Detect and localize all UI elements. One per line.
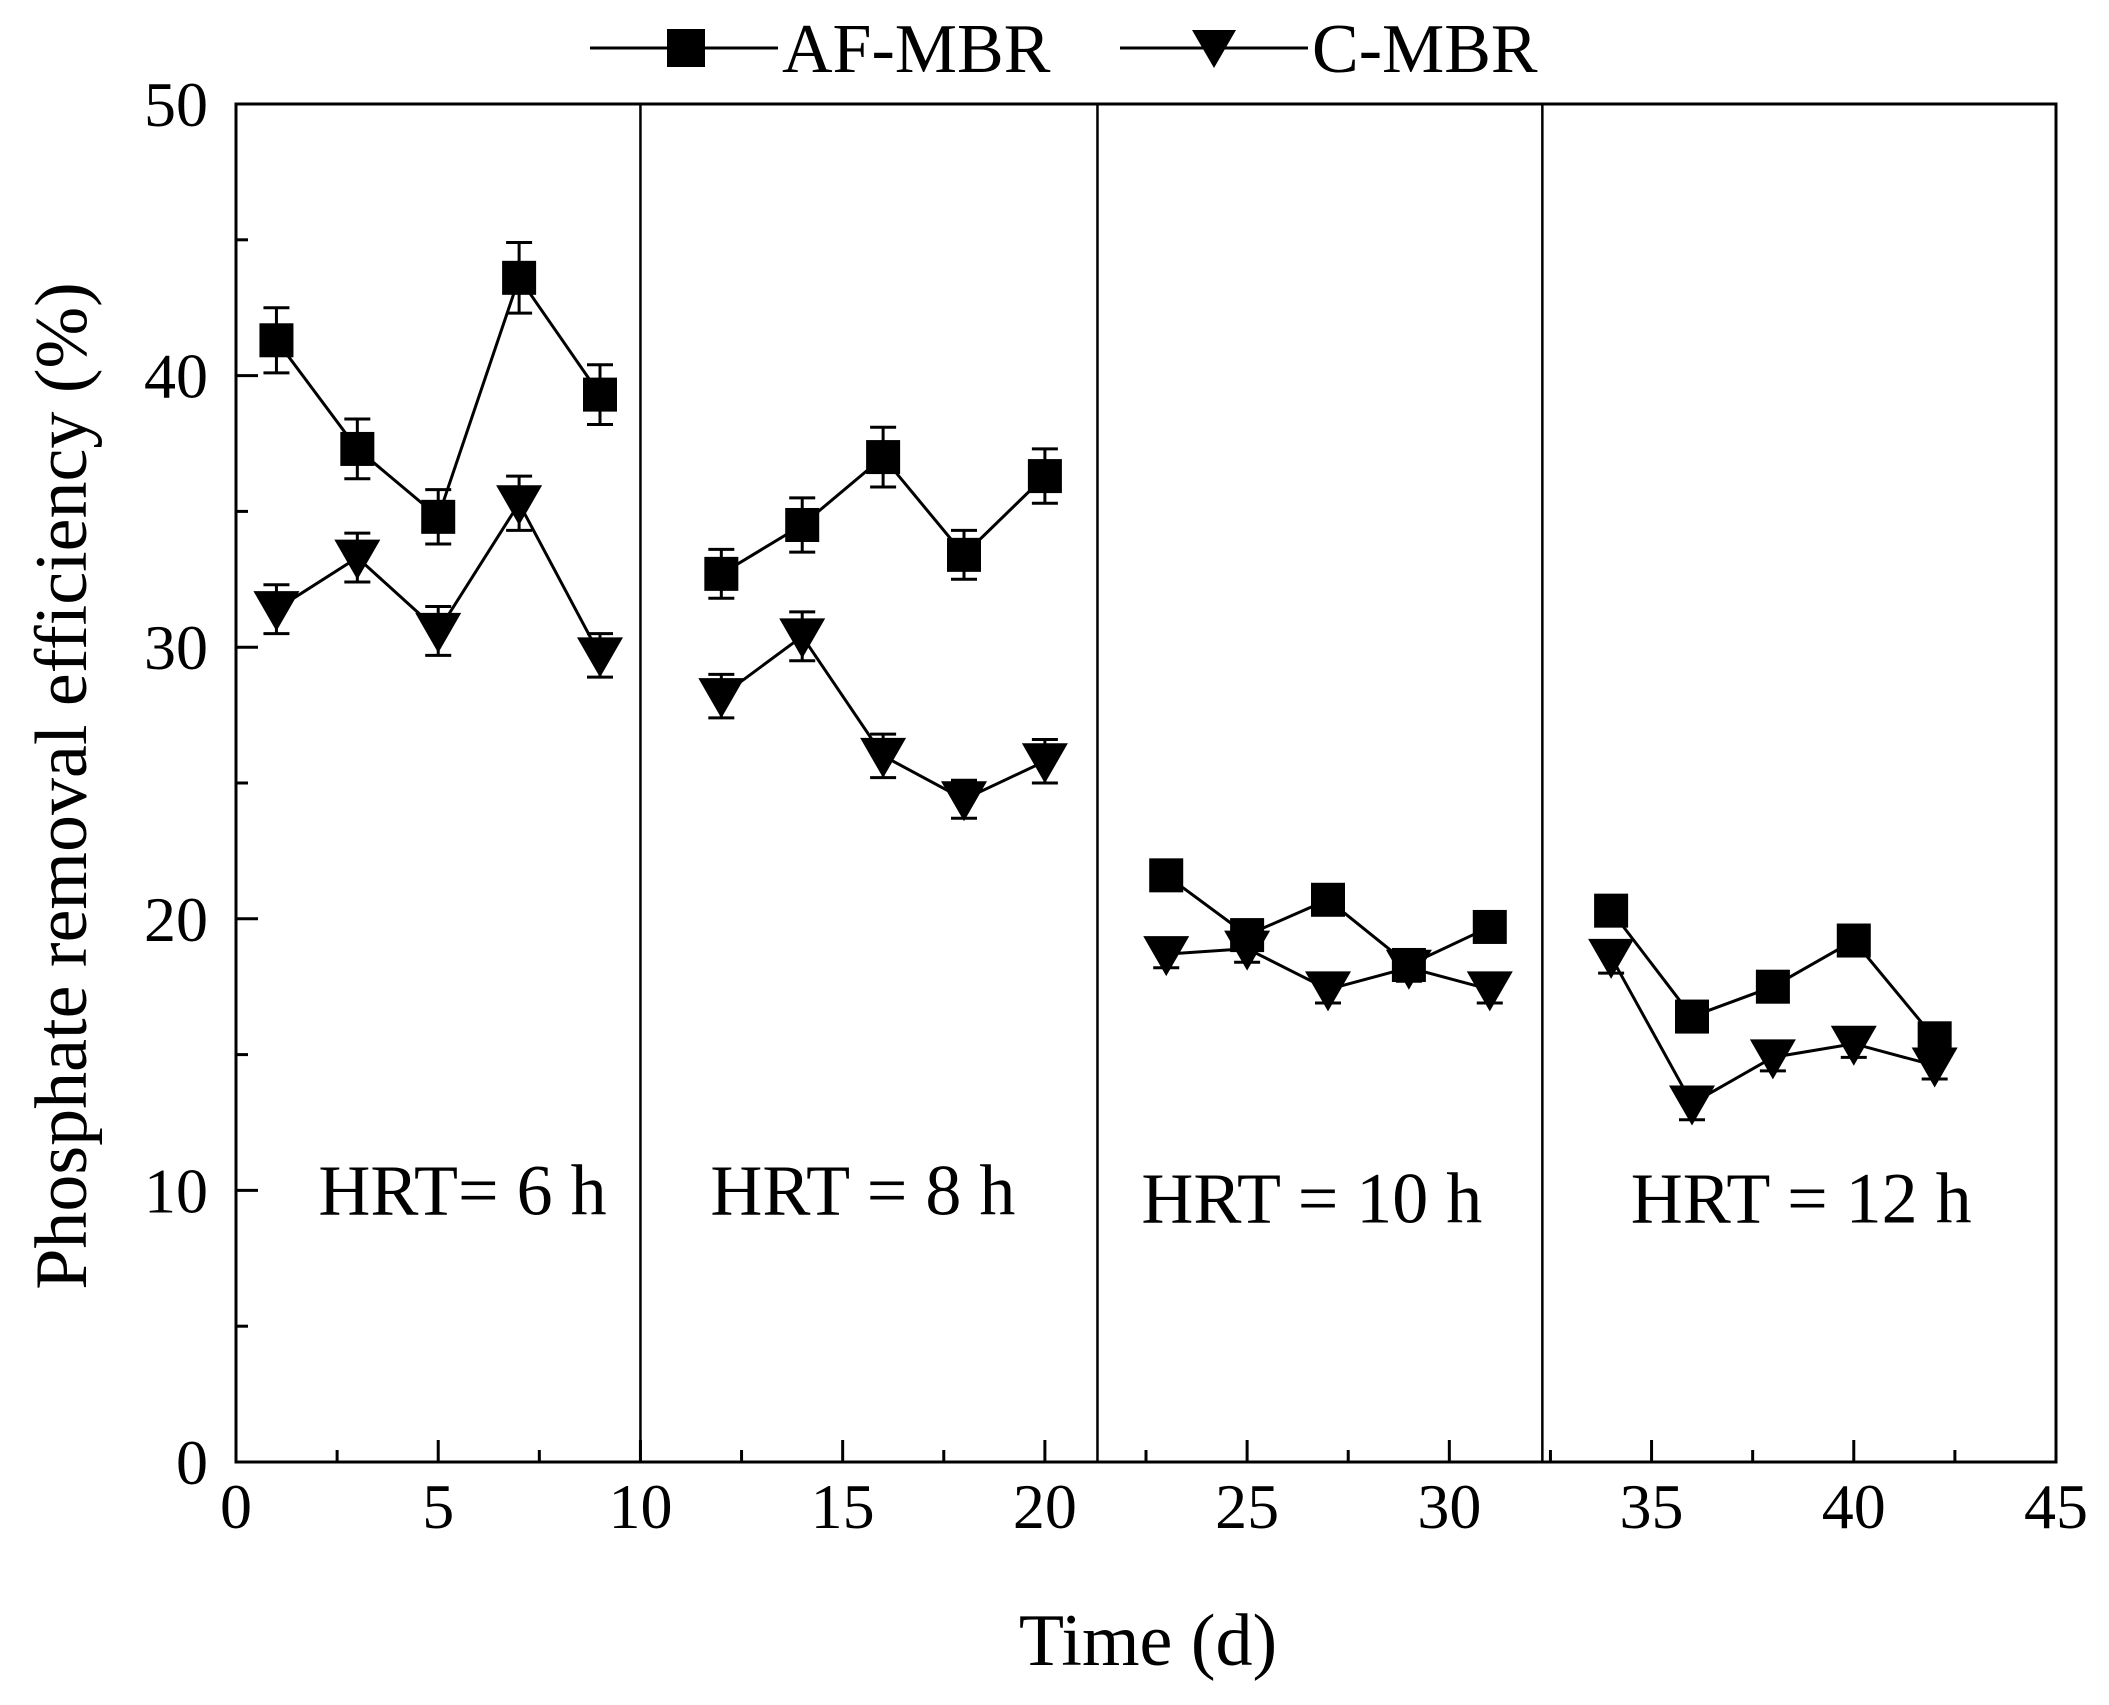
legend-marker-af-mbr (667, 29, 705, 67)
x-axis-title: Time (d) (1019, 1600, 1277, 1682)
text-layer: Time (d) Phosphate removal efficiency (%… (21, 69, 2088, 1682)
phase-label-1: HRT= 6 h (318, 1150, 606, 1230)
data-point-c-mbr-x20 (1021, 743, 1068, 784)
legend-label-af-mbr: AF-MBR (782, 11, 1051, 88)
data-point-c-mbr-x42 (1911, 1047, 1958, 1088)
x-tick-label-0: 0 (220, 1471, 252, 1542)
x-tick-label-40: 40 (1822, 1471, 1886, 1542)
x-tick-label-5: 5 (422, 1471, 454, 1542)
data-point-af-mbr-x1 (259, 323, 294, 358)
data-point-af-mbr-x36 (1675, 999, 1709, 1034)
data-point-c-mbr-x18 (941, 781, 987, 822)
y-tick-label-40: 40 (144, 341, 208, 412)
y-tick-label-50: 50 (144, 69, 208, 140)
plot-border (234, 102, 2058, 1464)
phase-dividers (639, 104, 1544, 1462)
x-tick-label-30: 30 (1417, 1471, 1481, 1542)
legend-label-c-mbr: C-MBR (1312, 11, 1538, 88)
data-point-af-mbr-x31 (1472, 909, 1507, 944)
data-point-af-mbr-x12 (704, 556, 739, 591)
plot-frame (234, 102, 2058, 1464)
x-tick-label-35: 35 (1620, 1471, 1684, 1542)
series-layer (253, 241, 1958, 1126)
y-axis-title: Phosphate removal efficiency (%) (21, 282, 103, 1290)
x-tick-label-15: 15 (811, 1471, 875, 1542)
data-point-c-mbr-x5 (415, 612, 462, 653)
data-point-af-mbr-x20 (1027, 459, 1062, 494)
y-tick-label-0: 0 (176, 1427, 208, 1498)
data-point-c-mbr-x36 (1669, 1085, 1715, 1126)
x-tick-label-20: 20 (1013, 1471, 1077, 1542)
data-point-af-mbr-x14 (785, 507, 820, 542)
data-point-af-mbr-x27 (1311, 882, 1345, 917)
legend: AF-MBR C-MBR (590, 11, 1538, 88)
y-tick-label-20: 20 (144, 884, 208, 955)
data-point-c-mbr-x9 (577, 637, 623, 678)
data-point-af-mbr-x23 (1149, 858, 1184, 893)
data-point-af-mbr-x9 (583, 377, 617, 412)
data-point-af-mbr-x38 (1755, 969, 1790, 1004)
y-tick-label-10: 10 (144, 1155, 208, 1226)
legend-marker-c-mbr (1192, 30, 1236, 68)
data-point-c-mbr-x12 (698, 678, 745, 719)
data-point-c-mbr-x23 (1143, 936, 1190, 977)
series-af-mbr (259, 241, 1952, 1056)
data-point-af-mbr-x3 (340, 431, 375, 466)
x-tick-label-10: 10 (608, 1471, 672, 1542)
data-point-c-mbr-x25 (1224, 930, 1271, 971)
data-point-c-mbr-x14 (779, 618, 826, 659)
data-point-c-mbr-x1 (253, 591, 300, 632)
data-point-c-mbr-x27 (1305, 971, 1351, 1012)
data-point-af-mbr-x7 (502, 260, 537, 295)
phase-label-4: HRT = 12 h (1631, 1159, 1972, 1239)
data-point-c-mbr-x31 (1466, 971, 1513, 1012)
data-point-c-mbr-x40 (1830, 1025, 1877, 1066)
data-point-c-mbr-x29 (1385, 949, 1432, 990)
series-c-mbr (253, 474, 1958, 1126)
data-point-c-mbr-x16 (860, 737, 907, 778)
data-point-af-mbr-x5 (421, 499, 456, 534)
series-line-af-mbr-phase-1 (275, 274, 602, 520)
data-point-af-mbr-x40 (1836, 923, 1871, 958)
data-point-c-mbr-x3 (334, 539, 381, 580)
data-point-c-mbr-x7 (496, 485, 543, 526)
data-point-af-mbr-x16 (866, 440, 901, 475)
data-point-c-mbr-x38 (1749, 1039, 1796, 1080)
x-tick-label-25: 25 (1215, 1471, 1279, 1542)
data-point-c-mbr-x34 (1588, 938, 1635, 979)
phase-label-2: HRT = 8 h (710, 1150, 1015, 1230)
data-point-af-mbr-x18 (947, 537, 981, 572)
y-tick-label-30: 30 (144, 612, 208, 683)
data-point-af-mbr-x34 (1594, 893, 1629, 928)
x-tick-label-45: 45 (2024, 1471, 2088, 1542)
phase-label-3: HRT = 10 h (1141, 1159, 1482, 1239)
